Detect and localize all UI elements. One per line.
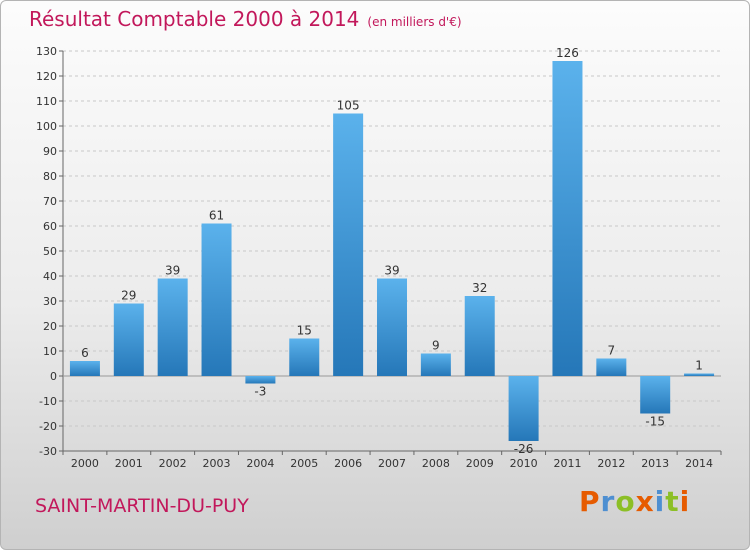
x-tick-label: 2001 (115, 457, 143, 470)
x-tick-label: 2004 (246, 457, 274, 470)
data-label: 105 (337, 99, 360, 113)
bar-2006 (333, 113, 364, 376)
bars (69, 61, 715, 441)
y-tick-label: 90 (43, 145, 57, 158)
axes (59, 50, 722, 455)
logo-letter: t (665, 485, 680, 518)
x-tick-label: 2009 (466, 457, 494, 470)
y-tick-label: 110 (36, 95, 57, 108)
bar-2007 (377, 278, 407, 376)
bar-2002 (157, 278, 188, 376)
data-label: 1 (695, 359, 703, 373)
bar-2009 (464, 296, 495, 376)
data-label: 61 (209, 209, 224, 223)
proxiti-logo[interactable]: Proxiti (579, 485, 690, 518)
logo-letter: P (579, 485, 601, 518)
y-tick-label: 30 (43, 295, 57, 308)
data-labels: 6 29 39 61 -3 15 105 39 9 32 -26 126 7 -15 1 (81, 46, 703, 456)
data-label: 7 (608, 344, 616, 358)
chart-unit: (en milliers d'€) (367, 15, 462, 29)
x-tick-label: 2011 (553, 457, 581, 470)
x-tick-label: 2010 (510, 457, 538, 470)
bar-2005 (289, 338, 320, 376)
y-tick-label: 80 (43, 170, 57, 183)
x-tick-label: 2000 (71, 457, 99, 470)
bar-2013 (640, 376, 671, 414)
bar-2012 (596, 358, 627, 376)
grid-lines (63, 50, 721, 452)
y-tick-label: 100 (36, 120, 57, 133)
y-tick-label: 130 (36, 45, 57, 58)
bar-2008 (420, 353, 451, 376)
commune-name: SAINT-MARTIN-DU-PUY (35, 495, 249, 517)
y-tick-label: -30 (39, 445, 57, 458)
logo-letter: r (600, 485, 616, 518)
bar-2010 (508, 376, 539, 441)
data-label: 29 (121, 289, 136, 303)
x-tick-label: 2003 (203, 457, 231, 470)
logo-letter: x (635, 485, 655, 518)
x-tick-label: 2008 (422, 457, 450, 470)
y-tick-label: 40 (43, 270, 57, 283)
bar-2014 (684, 373, 715, 376)
x-tick-label: 2006 (334, 457, 362, 470)
x-tick-label: 2002 (159, 457, 187, 470)
x-tick-label: 2005 (290, 457, 318, 470)
x-tick-label: 2013 (641, 457, 669, 470)
data-label: -3 (254, 385, 266, 399)
y-tick-label: 10 (43, 345, 57, 358)
logo-letter: i (654, 485, 666, 518)
data-label: 15 (297, 324, 312, 338)
y-tick-label: 0 (50, 370, 57, 383)
data-label: 6 (81, 346, 89, 360)
x-tick-label: 2007 (378, 457, 406, 470)
y-tick-label: 70 (43, 195, 57, 208)
bar-2000 (69, 361, 100, 376)
logo-letter: o (615, 485, 636, 518)
data-label: -15 (645, 415, 665, 429)
bar-2004 (245, 376, 276, 384)
chart-title-text: Résultat Comptable 2000 à 2014 (29, 7, 360, 31)
bar-2011 (552, 61, 583, 376)
y-tick-label: 20 (43, 320, 57, 333)
data-label: -26 (514, 442, 534, 456)
data-label: 39 (384, 264, 399, 278)
y-tick-label: 60 (43, 220, 57, 233)
x-axis-ticks: 2000 2001 2002 2003 2004 2005 2006 2007 2008 2009… (71, 457, 713, 470)
data-label: 9 (432, 339, 440, 353)
bar-2003 (201, 223, 232, 376)
data-label: 39 (165, 264, 180, 278)
bar-2001 (113, 303, 144, 376)
y-tick-label: -20 (39, 420, 57, 433)
x-tick-label: 2014 (685, 457, 713, 470)
data-label: 32 (472, 281, 487, 295)
y-tick-label: -10 (39, 395, 57, 408)
y-axis-ticks: -30 -20 -10 0 10 20 30 40 50 60 70 80 90 100 110 120 130 (36, 45, 57, 458)
x-tick-label: 2012 (597, 457, 625, 470)
logo-letter: i (679, 485, 691, 518)
chart-title: Résultat Comptable 2000 à 2014 (en millie… (29, 7, 462, 31)
y-tick-label: 120 (36, 70, 57, 83)
data-label: 126 (556, 46, 579, 60)
y-tick-label: 50 (43, 245, 57, 258)
